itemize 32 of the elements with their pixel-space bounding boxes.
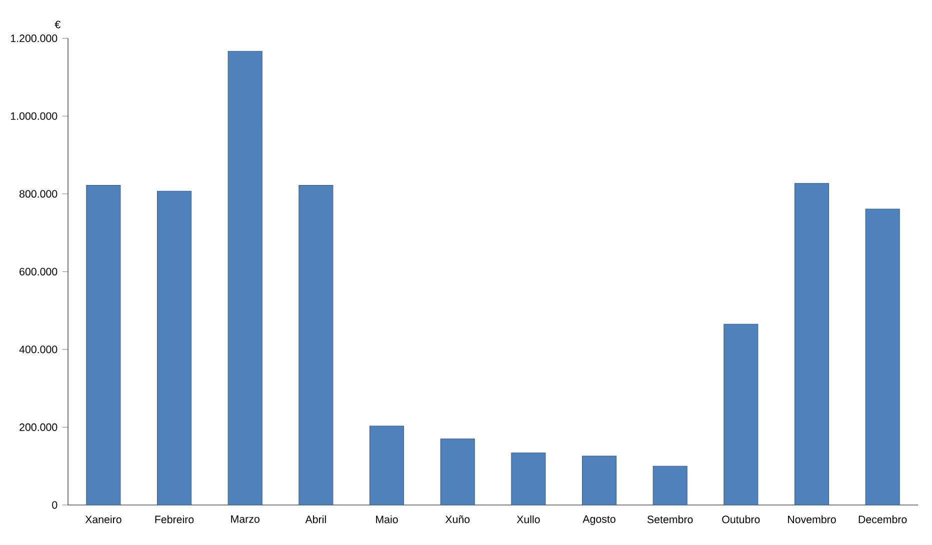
bar	[440, 438, 475, 505]
y-tick-label: 1.200.000	[10, 34, 58, 42]
x-tick-label: Agosto	[582, 515, 616, 525]
x-tick-label: Maio	[376, 515, 398, 524]
bar	[511, 452, 546, 505]
bar	[298, 185, 334, 505]
y-tick-label: 200.000	[20, 423, 58, 431]
x-tick-label: Outubro	[722, 515, 760, 524]
x-tick-label: Decembro	[858, 515, 907, 524]
bar	[865, 208, 900, 505]
bar	[369, 426, 404, 505]
bar	[652, 466, 688, 505]
x-tick-label: Xaneiro	[85, 515, 122, 524]
x-tick-label: Abril	[305, 515, 326, 524]
x-tick-label: Xullo	[516, 515, 540, 524]
y-tick-label: 600.000	[20, 268, 58, 276]
y-axis-title: €	[54, 20, 60, 28]
bar	[724, 324, 758, 505]
y-tick-label: 0	[52, 501, 58, 509]
y-tick-label: 400.000	[19, 346, 58, 354]
y-tick-label: 800.000	[20, 190, 58, 198]
bar	[156, 190, 192, 505]
x-tick-label: Febreiro	[155, 515, 194, 524]
y-tick-label: 1.000.000	[10, 112, 58, 120]
x-tick-label: Marzo	[231, 515, 260, 523]
x-tick-label: Setembro	[647, 515, 693, 524]
bar	[794, 183, 830, 505]
bar	[86, 185, 121, 505]
x-tick-label: Novembro	[788, 515, 836, 524]
bar	[582, 456, 617, 505]
x-tick-label: Xuño	[445, 515, 470, 524]
bar	[228, 50, 262, 505]
